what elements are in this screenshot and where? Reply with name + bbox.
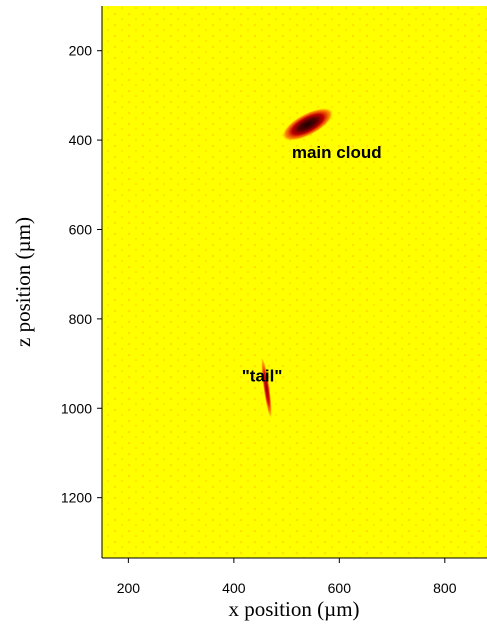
tail-blob: [261, 357, 272, 420]
x-axis-ticks: 200 400 600 800: [117, 558, 457, 596]
y-axis-ticks: 200 400 600 800 1000 1200: [61, 43, 102, 506]
x-tick-label: 600: [328, 580, 352, 596]
annotation-main-cloud: main cloud: [292, 143, 382, 162]
y-tick-label: 600: [69, 221, 93, 237]
plot-area: [102, 6, 487, 558]
heatmap-noise-texture: [102, 6, 487, 558]
y-tick-label: 200: [69, 43, 93, 59]
annotations: main cloud "tail": [242, 143, 382, 385]
main-cloud-blob: [281, 107, 334, 142]
x-tick-label: 200: [117, 580, 141, 596]
x-axis-title: x position (µm): [228, 597, 359, 621]
x-tick-label: 800: [433, 580, 457, 596]
y-axis-title: z position (µm): [11, 217, 35, 347]
annotation-tail: "tail": [242, 366, 283, 385]
y-tick-label: 400: [69, 132, 93, 148]
y-tick-label: 800: [69, 311, 93, 327]
y-tick-label: 1200: [61, 490, 92, 506]
x-tick-label: 400: [222, 580, 246, 596]
y-tick-label: 1000: [61, 400, 92, 416]
